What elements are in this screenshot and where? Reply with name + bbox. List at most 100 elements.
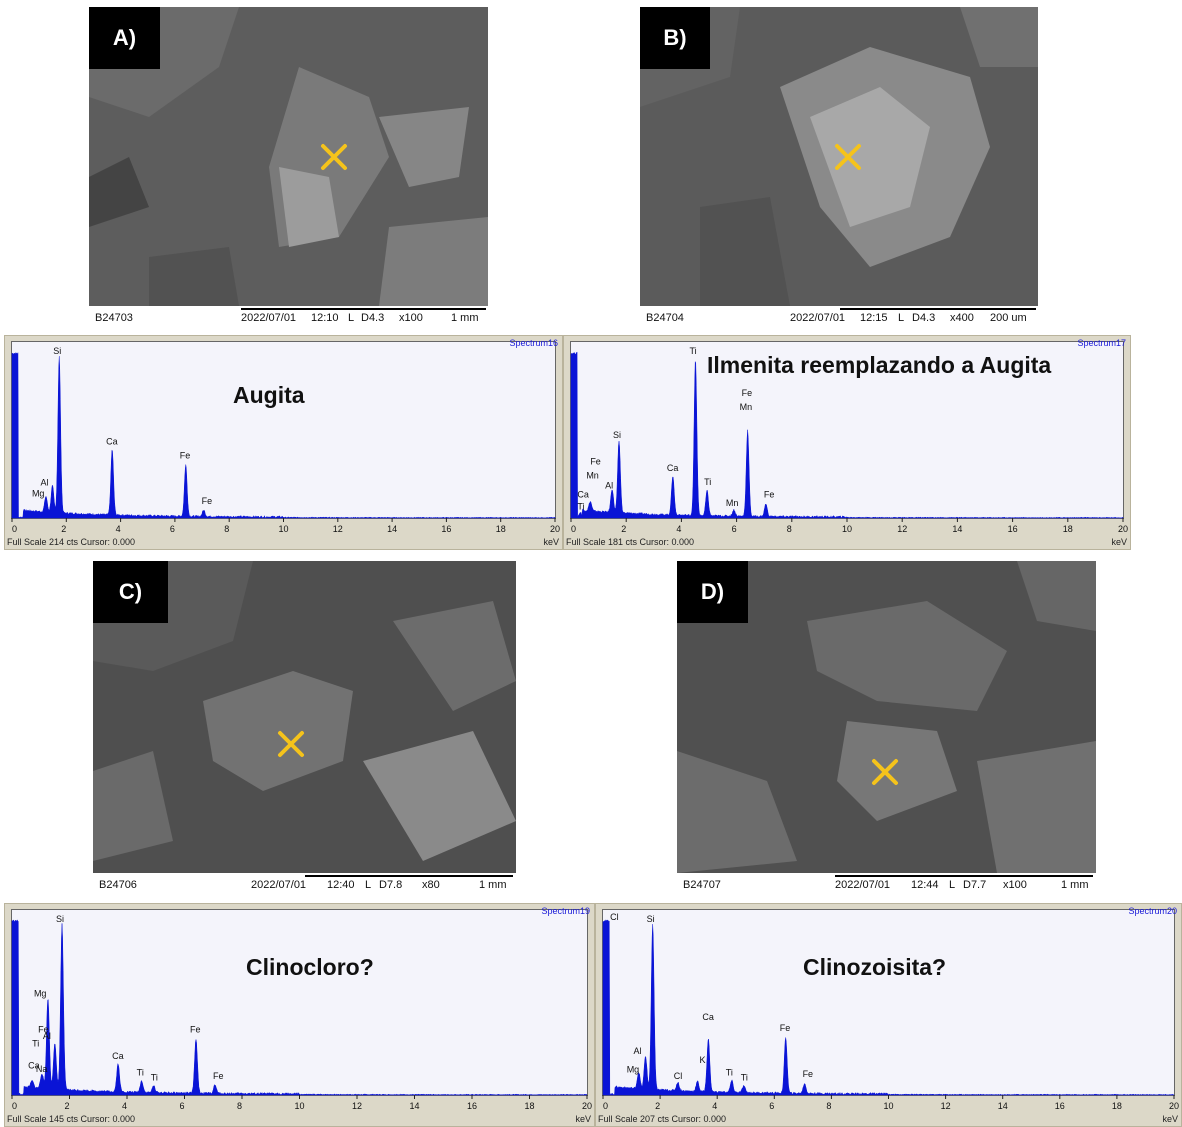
scale-length: 1 mm bbox=[1061, 879, 1089, 891]
eds-spectrum-d: 0 2 4 6 8 10 12 14 16 18 20 Cl Mg Al Si Cl Ca K Ti Ti Fe Fe S… bbox=[595, 903, 1182, 1127]
element-label: Mg bbox=[34, 988, 47, 998]
axis-unit: keV bbox=[543, 537, 559, 547]
magnification: x400 bbox=[950, 312, 974, 324]
x-tick-label: 20 bbox=[550, 524, 560, 534]
element-label: Ca bbox=[112, 1051, 124, 1061]
eds-spectrum-c: 0 2 4 6 8 10 12 14 16 18 20 Fe Ti Ca Na Mg Al Si Ca Ti Ti Fe F… bbox=[4, 903, 595, 1127]
element-label: Ca bbox=[106, 436, 118, 446]
x-tick-label: 14 bbox=[952, 524, 962, 534]
mode: L bbox=[365, 879, 372, 891]
x-tick-label: 6 bbox=[180, 1101, 185, 1111]
time: 12:44 bbox=[911, 879, 939, 891]
element-label: Ti bbox=[577, 501, 584, 511]
scale-length: 1 mm bbox=[451, 312, 479, 324]
plot-area bbox=[570, 341, 1124, 519]
spectrum-name: Spectrum17 bbox=[1077, 338, 1126, 348]
date: 2022/07/01 bbox=[835, 879, 891, 891]
mineral-label: Clinocloro? bbox=[246, 954, 374, 980]
spectrum-name: Spectrum20 bbox=[1128, 906, 1177, 916]
element-label: Ti bbox=[741, 1072, 748, 1082]
element-label: Al bbox=[605, 481, 613, 491]
x-tick-label: 12 bbox=[897, 524, 907, 534]
element-label: Al bbox=[43, 1031, 51, 1041]
x-tick-label: 14 bbox=[998, 1101, 1008, 1111]
element-label: Mn bbox=[586, 471, 599, 481]
x-tick-label: 4 bbox=[676, 524, 681, 534]
spectrum-name: Spectrum16 bbox=[509, 338, 558, 348]
magnification: x80 bbox=[422, 879, 440, 891]
element-label: Mn bbox=[740, 402, 753, 412]
x-tick-label: 20 bbox=[1169, 1101, 1179, 1111]
axis-unit: keV bbox=[1162, 1114, 1178, 1124]
sample-id: B24704 bbox=[646, 312, 684, 324]
element-label: Cl bbox=[610, 912, 619, 922]
x-tick-label: 8 bbox=[787, 524, 792, 534]
x-tick-label: 6 bbox=[170, 524, 175, 534]
time: 12:15 bbox=[860, 312, 888, 324]
element-label: Si bbox=[53, 346, 61, 356]
x-tick-label: 4 bbox=[116, 524, 121, 534]
x-tick-label: 16 bbox=[467, 1101, 477, 1111]
magnification: x100 bbox=[399, 312, 423, 324]
element-label: Fe bbox=[213, 1071, 224, 1081]
spectrum-trace bbox=[570, 351, 1124, 519]
element-label: Ca bbox=[702, 1012, 714, 1022]
x-tick-label: 18 bbox=[1112, 1101, 1122, 1111]
x-tick-label: 8 bbox=[826, 1101, 831, 1111]
element-label: Mg bbox=[627, 1065, 640, 1075]
sem-image-a: A) B24703 2022/07/01 12:10 L D4.3 x100 1… bbox=[89, 7, 488, 330]
element-label: Fe bbox=[190, 1025, 201, 1035]
x-tick-label: 0 bbox=[571, 524, 576, 534]
x-tick-label: 8 bbox=[237, 1101, 242, 1111]
element-label: Fe bbox=[742, 388, 753, 398]
magnification: x100 bbox=[1003, 879, 1027, 891]
element-label: Ti bbox=[32, 1038, 39, 1048]
working-distance: D4.3 bbox=[912, 312, 936, 324]
element-label: Si bbox=[613, 430, 621, 440]
element-label: Mg bbox=[32, 488, 45, 498]
x-tick-label: 8 bbox=[224, 524, 229, 534]
element-label: Na bbox=[36, 1064, 48, 1074]
time: 12:10 bbox=[311, 312, 339, 324]
working-distance: D4.3 bbox=[361, 312, 385, 324]
date: 2022/07/01 bbox=[790, 312, 846, 324]
scale-length: 1 mm bbox=[479, 879, 507, 891]
mineral-label: Ilmenita reemplazando a Augita bbox=[707, 352, 1052, 378]
x-tick-label: 14 bbox=[387, 524, 397, 534]
spectrum-name: Spectrum19 bbox=[541, 906, 590, 916]
element-label: Si bbox=[647, 914, 655, 924]
x-tick-label: 2 bbox=[655, 1101, 660, 1111]
sem-image-c: C) B24706 2022/07/01 12:40 L D7.8 x80 1 … bbox=[93, 561, 516, 897]
x-tick-label: 18 bbox=[1063, 524, 1073, 534]
sem-footer: B24704 2022/07/01 12:15 L D4.3 x400 200 … bbox=[640, 306, 1038, 330]
x-tick-label: 20 bbox=[1118, 524, 1128, 534]
x-tick-label: 0 bbox=[12, 524, 17, 534]
element-label: Ca bbox=[577, 489, 589, 499]
panel-label: D) bbox=[677, 561, 748, 623]
analysis-point-marker bbox=[321, 144, 347, 170]
x-tick-label: 10 bbox=[295, 1101, 305, 1111]
spectrum-svg: 0 2 4 6 8 10 12 14 16 18 20 Cl Mg Al Si Cl Ca K Ti Ti Fe Fe bbox=[602, 912, 1179, 1111]
sem-footer: B24706 2022/07/01 12:40 L D7.8 x80 1 mm bbox=[93, 873, 516, 897]
working-distance: D7.7 bbox=[963, 879, 987, 891]
x-tick-label: 12 bbox=[352, 1101, 362, 1111]
date: 2022/07/01 bbox=[251, 879, 307, 891]
time: 12:40 bbox=[327, 879, 355, 891]
axis-unit: keV bbox=[1111, 537, 1127, 547]
x-tick-label: 2 bbox=[65, 1101, 70, 1111]
mineral-label: Clinozoisita? bbox=[803, 954, 947, 980]
eds-spectrum-a: 0 2 4 6 8 10 12 14 16 18 20 Mg Al Si Ca Fe Fe Spectrum16… bbox=[4, 335, 563, 550]
sample-id: B24707 bbox=[683, 879, 721, 891]
element-label: Ti bbox=[726, 1067, 733, 1077]
plot-area bbox=[602, 909, 1175, 1096]
element-label: Ti bbox=[151, 1072, 158, 1082]
spectrum-trace bbox=[11, 919, 588, 1096]
x-tick-label: 0 bbox=[603, 1101, 608, 1111]
plot-area bbox=[11, 909, 588, 1096]
x-tick-label: 6 bbox=[732, 524, 737, 534]
working-distance: D7.8 bbox=[379, 879, 403, 891]
element-label: Fe bbox=[780, 1023, 791, 1033]
element-label: Ti bbox=[137, 1067, 144, 1077]
scale-bar bbox=[840, 308, 1036, 310]
scale-bar bbox=[305, 875, 513, 877]
